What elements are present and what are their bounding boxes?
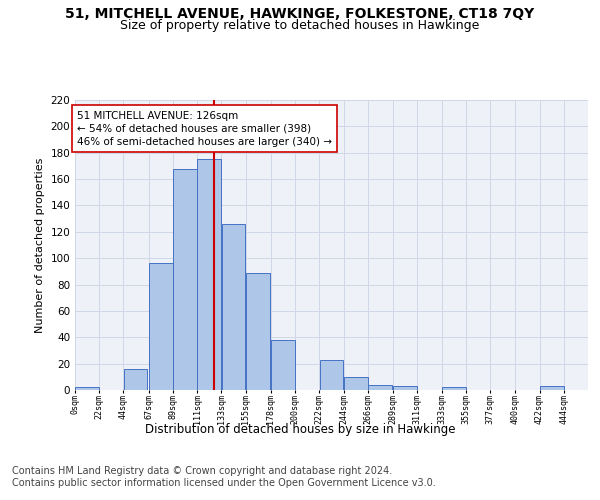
- Text: Contains public sector information licensed under the Open Government Licence v3: Contains public sector information licen…: [12, 478, 436, 488]
- Text: Distribution of detached houses by size in Hawkinge: Distribution of detached houses by size …: [145, 422, 455, 436]
- Bar: [344, 377, 368, 390]
- Bar: [368, 384, 392, 390]
- Text: Size of property relative to detached houses in Hawkinge: Size of property relative to detached ho…: [121, 18, 479, 32]
- Bar: [320, 360, 343, 390]
- Bar: [124, 369, 148, 390]
- Bar: [75, 388, 99, 390]
- Text: 51, MITCHELL AVENUE, HAWKINGE, FOLKESTONE, CT18 7QY: 51, MITCHELL AVENUE, HAWKINGE, FOLKESTON…: [65, 8, 535, 22]
- Bar: [394, 386, 417, 390]
- Text: Contains HM Land Registry data © Crown copyright and database right 2024.: Contains HM Land Registry data © Crown c…: [12, 466, 392, 476]
- Bar: [173, 168, 197, 390]
- Bar: [221, 224, 245, 390]
- Bar: [246, 272, 269, 390]
- Bar: [442, 388, 466, 390]
- Bar: [197, 160, 221, 390]
- Bar: [540, 386, 563, 390]
- Y-axis label: Number of detached properties: Number of detached properties: [35, 158, 45, 332]
- Bar: [149, 264, 173, 390]
- Text: 51 MITCHELL AVENUE: 126sqm
← 54% of detached houses are smaller (398)
46% of sem: 51 MITCHELL AVENUE: 126sqm ← 54% of deta…: [77, 110, 332, 147]
- Bar: [271, 340, 295, 390]
